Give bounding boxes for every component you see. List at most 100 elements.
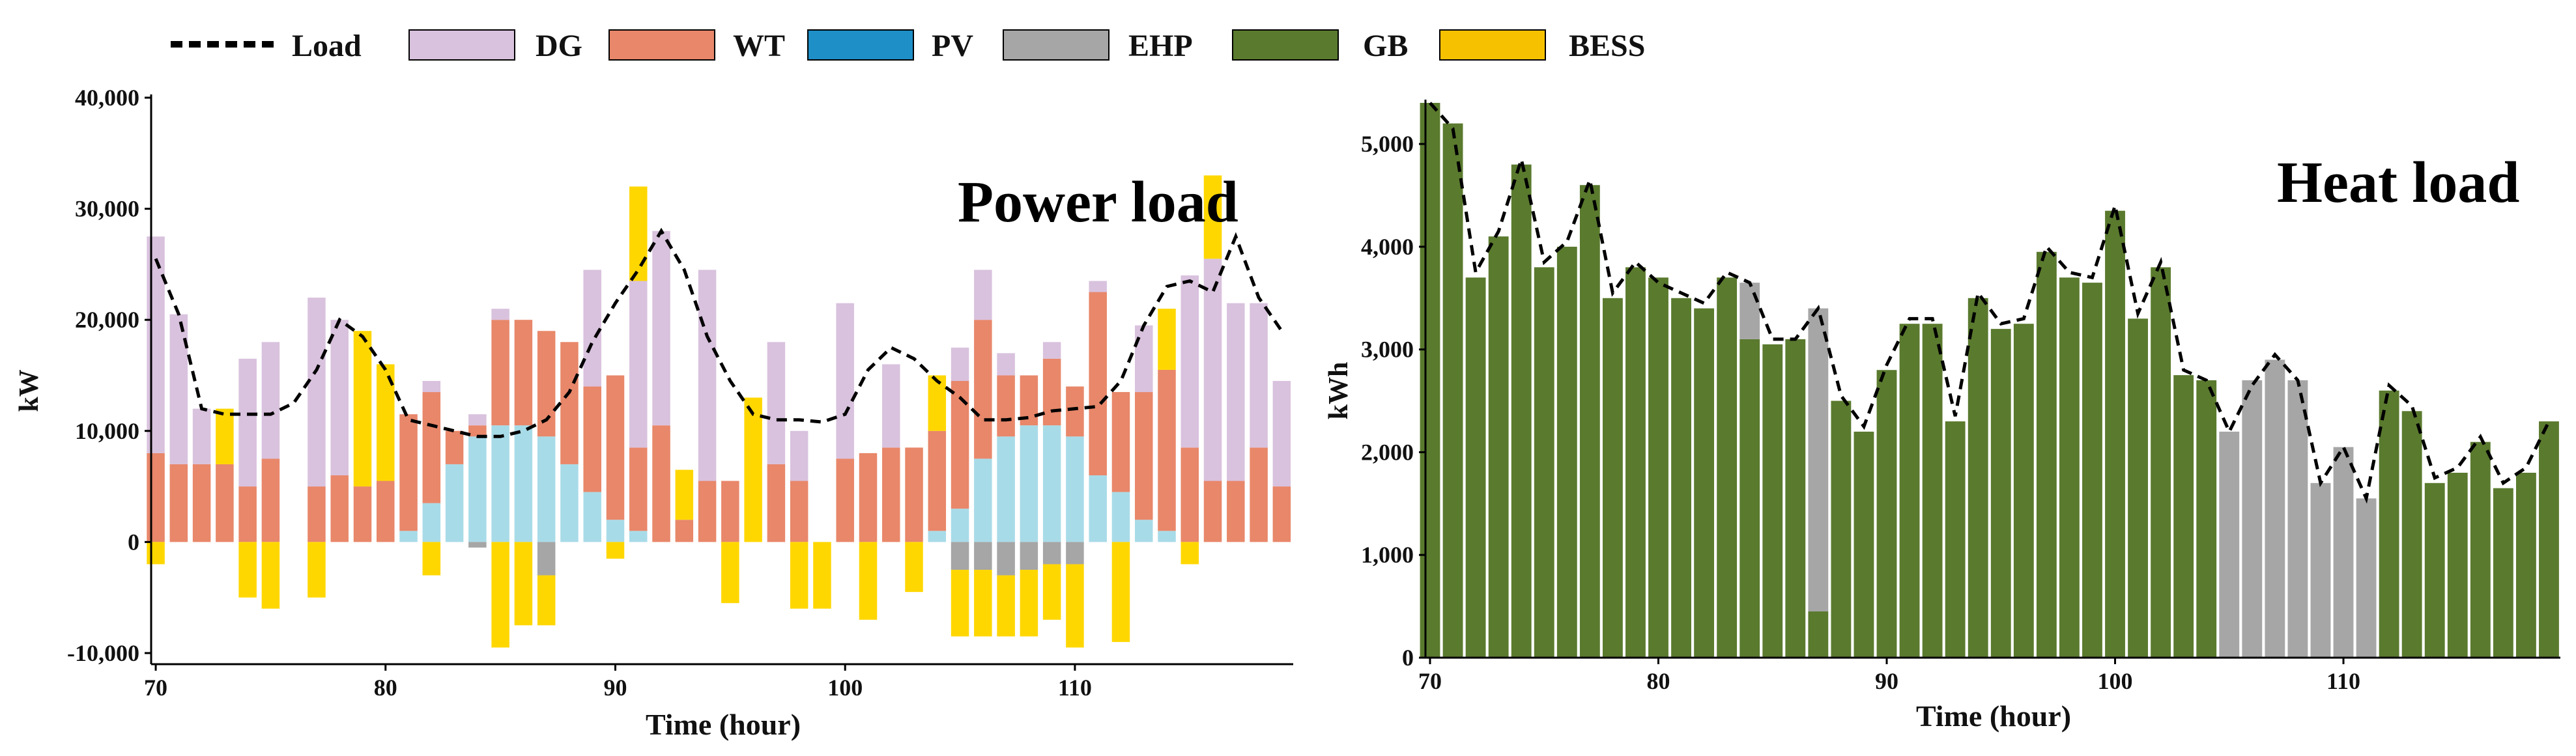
heat-bar-gb-104 xyxy=(2196,380,2217,658)
power-bar-dg-82 xyxy=(422,381,441,393)
power-bar-pv-110 xyxy=(1066,436,1084,542)
power-bar-pv-106 xyxy=(974,458,992,542)
power-bar-bess-103 xyxy=(905,542,923,593)
power-bar-dg-118 xyxy=(1250,303,1268,448)
heat-bar-gb-97 xyxy=(2036,251,2057,658)
power-bar-bess-101 xyxy=(859,542,878,620)
power-bar-wt-93 xyxy=(675,520,694,542)
power-bar-pv-87 xyxy=(537,436,556,542)
power-bar-ehp-106 xyxy=(974,542,992,570)
heat-bar-gb-95 xyxy=(1990,329,2011,658)
power-bar-bess-82 xyxy=(422,542,441,576)
power-bar-bess-79 xyxy=(353,331,372,487)
heat-bar-gb-74 xyxy=(1511,164,1532,658)
heat-bar-gb-96 xyxy=(2013,324,2034,658)
heat-y-axis-label: kWh xyxy=(1324,362,1354,420)
heat-bar-gb-90 xyxy=(1876,370,1897,658)
legend-swatch-wt xyxy=(608,29,715,61)
power-bar-wt-102 xyxy=(881,447,900,542)
heat-bar-gb-76 xyxy=(1556,246,1577,658)
heat-bar-ehp-110 xyxy=(2333,447,2354,658)
heat-bar-gb-89 xyxy=(1853,431,1874,658)
legend-label-load: Load xyxy=(292,29,362,63)
power-bar-dg-97 xyxy=(767,342,786,464)
heat-bar-gb-102 xyxy=(2151,267,2171,658)
power-bar-wt-98 xyxy=(790,481,809,542)
power-bar-wt-88 xyxy=(560,342,579,464)
power-bar-dg-102 xyxy=(881,364,900,448)
power-bar-wt-79 xyxy=(353,486,372,542)
heat-bar-gb-70 xyxy=(1420,103,1440,658)
power-bar-wt-77 xyxy=(308,486,326,542)
power-bar-bess-73 xyxy=(216,408,234,464)
power-bar-dg-106 xyxy=(974,270,992,320)
power-bar-pv-105 xyxy=(951,509,969,542)
heat-bar-gb-88 xyxy=(1831,400,1852,658)
power-bar-wt-82 xyxy=(422,392,441,503)
power-bar-wt-92 xyxy=(652,425,670,542)
power-bar-pv-91 xyxy=(629,531,648,542)
power-bar-bess-108 xyxy=(1020,570,1038,637)
power-y-tick-label: 20,000 xyxy=(75,307,139,333)
heat-bar-gb-101 xyxy=(2128,318,2148,658)
power-y-tick-label: 10,000 xyxy=(75,418,139,444)
legend-label-gb: GB xyxy=(1363,29,1408,63)
power-bar-dg-91 xyxy=(629,281,648,448)
heat-bar-gb-119 xyxy=(2539,421,2559,658)
power-bar-bess-114 xyxy=(1158,309,1176,370)
power-x-tick-label: 80 xyxy=(374,675,397,701)
power-bar-pv-86 xyxy=(514,425,533,542)
power-bar-ehp-108 xyxy=(1020,542,1038,570)
heat-bar-gb-112 xyxy=(2379,390,2399,658)
power-bar-pv-90 xyxy=(606,520,625,542)
power-bar-pv-81 xyxy=(399,531,418,542)
power-bar-pv-107 xyxy=(997,436,1015,542)
power-bar-pv-84 xyxy=(468,436,487,542)
power-bar-wt-81 xyxy=(399,414,418,531)
heat-bar-ehp-84 xyxy=(1739,283,1760,339)
heat-bar-ehp-107 xyxy=(2265,359,2285,658)
legend-swatch-pv xyxy=(807,29,914,61)
legend-label-wt: WT xyxy=(733,29,785,63)
power-bar-wt-70 xyxy=(147,453,165,542)
power-bar-wt-107 xyxy=(997,375,1015,437)
power-bar-pv-82 xyxy=(422,503,441,542)
heat-bar-gb-77 xyxy=(1579,185,1600,658)
heat-x-tick-label: 110 xyxy=(2326,668,2360,694)
power-bar-pv-111 xyxy=(1089,475,1107,542)
power-bar-ehp-87 xyxy=(537,542,556,576)
heat-bar-gb-80 xyxy=(1648,277,1668,658)
heat-bar-ehp-87 xyxy=(1808,308,1829,611)
power-bar-pv-85 xyxy=(491,425,509,542)
power-bar-pv-114 xyxy=(1158,531,1176,542)
power-y-tick-label: 30,000 xyxy=(75,196,139,222)
heat-bar-gb-98 xyxy=(2059,277,2080,658)
power-bar-dg-105 xyxy=(951,347,969,381)
power-y-axis-label: kW xyxy=(14,369,44,412)
power-bar-wt-118 xyxy=(1250,447,1268,542)
heat-bar-ehp-106 xyxy=(2242,380,2263,658)
power-bar-wt-72 xyxy=(192,464,211,542)
power-x-tick-label: 100 xyxy=(827,675,863,701)
heat-bar-gb-83 xyxy=(1717,277,1738,658)
power-bar-bess-70 xyxy=(147,542,165,565)
power-bar-bess-112 xyxy=(1111,542,1130,642)
heat-x-tick-label: 90 xyxy=(1875,668,1898,694)
legend-label-pv: PV xyxy=(932,29,973,63)
power-bar-pv-109 xyxy=(1042,425,1061,542)
legend-swatch-gb xyxy=(1232,29,1339,61)
heat-bar-gb-92 xyxy=(1922,324,1943,658)
power-bar-bess-77 xyxy=(308,542,326,598)
power-bar-ehp-84 xyxy=(468,542,487,548)
heat-y-tick-label: 2,000 xyxy=(1361,439,1414,465)
heat-bar-ehp-105 xyxy=(2219,431,2240,658)
power-bar-pv-108 xyxy=(1020,425,1038,542)
heat-bar-gb-114 xyxy=(2424,483,2445,658)
power-bar-wt-80 xyxy=(377,481,395,542)
power-bar-wt-95 xyxy=(721,481,739,542)
power-load-line xyxy=(154,227,1283,438)
heat-bar-gb-118 xyxy=(2516,473,2536,658)
power-bar-dg-85 xyxy=(491,309,509,320)
power-bar-wt-74 xyxy=(238,486,257,542)
